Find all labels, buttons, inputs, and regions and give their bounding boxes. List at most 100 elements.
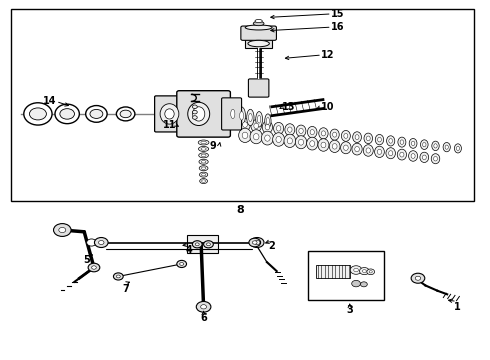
Ellipse shape <box>254 123 259 129</box>
Ellipse shape <box>201 154 206 157</box>
Text: 10: 10 <box>321 102 335 112</box>
Circle shape <box>254 240 260 244</box>
Ellipse shape <box>202 180 205 182</box>
Text: 6: 6 <box>200 312 207 323</box>
Ellipse shape <box>262 121 272 133</box>
Ellipse shape <box>321 131 325 136</box>
Ellipse shape <box>389 139 392 143</box>
Ellipse shape <box>364 133 372 144</box>
Ellipse shape <box>199 153 208 158</box>
Ellipse shape <box>400 152 404 157</box>
Text: 14: 14 <box>43 96 57 107</box>
Ellipse shape <box>276 136 281 143</box>
Ellipse shape <box>201 174 206 176</box>
Ellipse shape <box>330 129 339 140</box>
Circle shape <box>87 239 97 246</box>
Ellipse shape <box>256 112 263 127</box>
Ellipse shape <box>298 139 304 145</box>
Ellipse shape <box>248 40 270 47</box>
Ellipse shape <box>288 127 292 132</box>
Ellipse shape <box>329 140 340 153</box>
Ellipse shape <box>321 142 326 148</box>
Text: 8: 8 <box>236 205 244 215</box>
Ellipse shape <box>295 136 307 149</box>
Ellipse shape <box>367 136 370 141</box>
Circle shape <box>206 243 210 246</box>
Ellipse shape <box>344 134 348 138</box>
Circle shape <box>196 301 211 312</box>
FancyBboxPatch shape <box>221 98 242 130</box>
Ellipse shape <box>287 138 293 144</box>
Text: 12: 12 <box>321 50 335 60</box>
Ellipse shape <box>422 155 426 160</box>
Ellipse shape <box>353 132 362 143</box>
Ellipse shape <box>387 136 395 146</box>
Ellipse shape <box>200 179 207 184</box>
Circle shape <box>203 241 213 248</box>
Ellipse shape <box>201 141 206 144</box>
Ellipse shape <box>318 139 329 151</box>
Ellipse shape <box>341 142 351 154</box>
Ellipse shape <box>242 132 248 139</box>
Circle shape <box>98 240 104 244</box>
Circle shape <box>363 270 367 273</box>
Ellipse shape <box>229 105 237 123</box>
Ellipse shape <box>253 21 264 26</box>
Ellipse shape <box>60 109 74 119</box>
Ellipse shape <box>199 166 208 171</box>
Ellipse shape <box>319 128 328 139</box>
Text: 2: 2 <box>269 241 275 251</box>
Circle shape <box>369 271 372 273</box>
Bar <box>11 9 474 202</box>
Text: 1: 1 <box>454 302 460 312</box>
Ellipse shape <box>355 147 359 152</box>
Ellipse shape <box>246 109 254 126</box>
Ellipse shape <box>276 126 281 131</box>
Ellipse shape <box>375 134 384 145</box>
Circle shape <box>352 280 361 287</box>
Bar <box>187 235 218 253</box>
Circle shape <box>196 243 199 246</box>
Ellipse shape <box>434 157 438 161</box>
Circle shape <box>250 238 264 248</box>
Ellipse shape <box>198 140 209 145</box>
Circle shape <box>193 241 202 248</box>
Ellipse shape <box>456 146 460 150</box>
Circle shape <box>193 105 197 109</box>
Ellipse shape <box>272 133 285 146</box>
Ellipse shape <box>333 132 337 137</box>
Ellipse shape <box>377 149 382 154</box>
Ellipse shape <box>422 143 426 147</box>
Circle shape <box>114 273 123 280</box>
Ellipse shape <box>363 145 373 156</box>
Text: 7: 7 <box>122 284 129 294</box>
Ellipse shape <box>160 104 179 124</box>
FancyBboxPatch shape <box>241 26 276 40</box>
Ellipse shape <box>310 141 315 147</box>
Circle shape <box>53 224 71 237</box>
Text: 5: 5 <box>83 255 90 265</box>
Ellipse shape <box>420 140 428 149</box>
Ellipse shape <box>248 113 252 122</box>
Text: 16: 16 <box>331 22 344 32</box>
Circle shape <box>116 275 120 278</box>
Ellipse shape <box>120 110 131 118</box>
Ellipse shape <box>201 167 206 170</box>
Circle shape <box>249 238 261 247</box>
Ellipse shape <box>265 135 270 141</box>
Ellipse shape <box>24 103 52 125</box>
Circle shape <box>367 269 374 275</box>
Ellipse shape <box>307 126 317 138</box>
Ellipse shape <box>342 130 350 141</box>
Ellipse shape <box>296 125 306 137</box>
Ellipse shape <box>116 107 135 121</box>
Circle shape <box>252 241 257 244</box>
Ellipse shape <box>86 105 107 122</box>
FancyBboxPatch shape <box>177 91 230 137</box>
Ellipse shape <box>198 147 209 152</box>
FancyBboxPatch shape <box>155 96 184 132</box>
Bar <box>316 265 350 278</box>
Ellipse shape <box>261 131 273 145</box>
Ellipse shape <box>55 104 79 124</box>
Ellipse shape <box>273 122 284 134</box>
